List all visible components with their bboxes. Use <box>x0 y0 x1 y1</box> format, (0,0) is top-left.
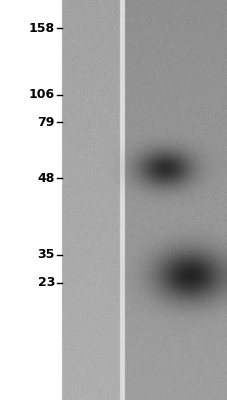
Text: 79: 79 <box>37 116 55 128</box>
Text: 158: 158 <box>29 22 55 34</box>
Text: 23: 23 <box>37 276 55 290</box>
Text: 35: 35 <box>37 248 55 262</box>
Text: 48: 48 <box>37 172 55 184</box>
Text: 106: 106 <box>29 88 55 102</box>
